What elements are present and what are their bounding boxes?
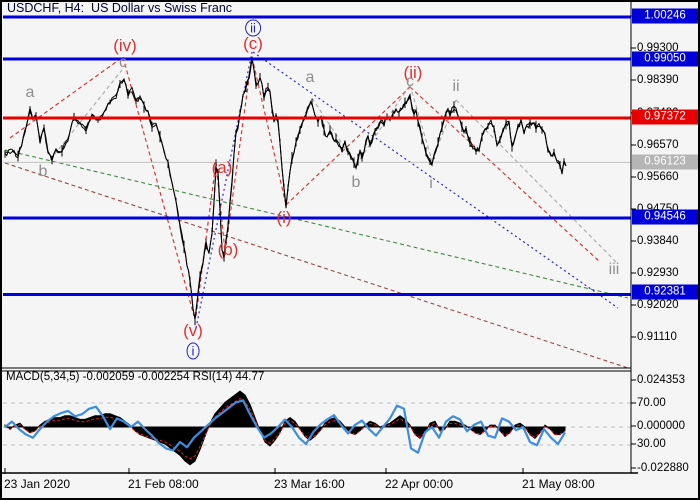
wave-label-c: c <box>119 54 127 71</box>
price-badge-0.97372: 0.97372 <box>632 109 698 125</box>
price-series <box>4 57 567 320</box>
time-tick-label: 22 Apr 00:00 <box>385 477 454 491</box>
wave-connector-red <box>251 56 287 206</box>
macd-indicator-label: MACD(5,34,5) -0.002059 -0.002254 RSI(14)… <box>6 371 265 383</box>
wave-label-i: i <box>429 175 433 192</box>
price-tick-label: 0.98390 <box>637 74 679 86</box>
indicator-tick-label: -0.022880 <box>637 462 689 474</box>
wave-label-i: (i) <box>276 208 292 227</box>
price-badge-0.99050: 0.99050 <box>632 51 698 67</box>
zigzag-gray <box>49 69 123 161</box>
rsi-line <box>4 399 566 454</box>
wave-label-b: b <box>351 174 361 191</box>
wave-label-iv: (iv) <box>113 36 137 55</box>
wave-label-a: (a) <box>211 158 233 177</box>
wave-label-ii: ii <box>452 78 460 95</box>
wave-connector-red <box>409 86 601 263</box>
zigzag-gray <box>311 97 357 166</box>
price-tick-label: 0.91110 <box>637 331 677 343</box>
price-tick-label: 0.92020 <box>637 299 679 311</box>
wave-label-a: a <box>25 84 35 101</box>
time-tick-label: 21 Feb 08:00 <box>128 477 199 491</box>
indicator-tick-label: 30.00 <box>637 438 666 450</box>
wave-label-v: (v) <box>183 321 203 340</box>
price-tick-label: 0.95660 <box>637 171 679 183</box>
macd-signal-line <box>4 398 566 460</box>
price-tick-label: 0.96570 <box>637 139 679 151</box>
channel-green <box>4 149 629 299</box>
price-badge-0.92381: 0.92381 <box>632 284 698 300</box>
time-tick-label: 23 Jan 2020 <box>4 477 71 491</box>
price-tick-label: 0.99300 <box>637 42 679 54</box>
zigzag-gray <box>409 84 433 162</box>
channel-maroon <box>4 162 629 369</box>
wave-label-i: i <box>186 342 200 360</box>
wave-label-b: b <box>38 163 48 180</box>
chart-title: USDCHF, H4: US Dollar vs Swiss Franc <box>7 1 233 15</box>
wave-label-ii: ii <box>245 19 261 37</box>
indicator-tick-label: 0.000000 <box>637 420 685 432</box>
wave-connector-red <box>285 86 411 206</box>
wave-label-a: a <box>305 69 315 86</box>
price-badge-0.94546: 0.94546 <box>632 209 698 225</box>
zigzag-gray <box>355 84 411 166</box>
wave-label-b: (b) <box>217 240 239 259</box>
wave-connector-red <box>9 56 124 139</box>
scenario-blue <box>252 51 619 309</box>
price-tick-label: 0.92930 <box>637 267 679 279</box>
price-badge-0.96123: 0.96123 <box>632 154 698 170</box>
wave-label-c: c <box>406 73 414 90</box>
wave-label-ii: (ii) <box>403 63 423 82</box>
indicator-tick-label: 0.024353 <box>637 374 685 386</box>
time-tick-label: 23 Mar 16:00 <box>274 477 345 491</box>
price-badge-1.00246: 1.00246 <box>632 8 698 24</box>
wave-label-iii: iii <box>608 261 620 278</box>
time-tick-label: 21 May 08:00 <box>522 477 595 491</box>
indicator-tick-label: 70.00 <box>637 397 666 409</box>
zigzag-gray <box>455 99 617 263</box>
wave-connector-red <box>224 56 253 253</box>
scenario-blue <box>195 51 253 329</box>
price-tick-label: 0.93840 <box>637 235 679 247</box>
wave-label-c: (c) <box>243 34 263 53</box>
